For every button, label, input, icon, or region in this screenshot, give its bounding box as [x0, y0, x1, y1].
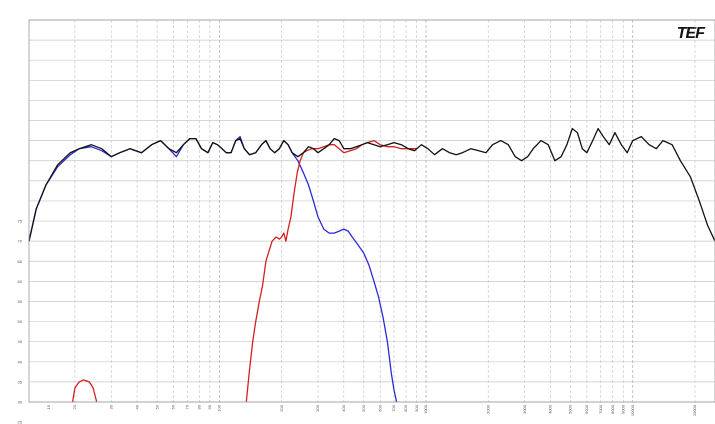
- y-tick-label: 35: [18, 379, 23, 384]
- x-tick-label: 6000: [584, 404, 589, 414]
- series-line-0: [28, 127, 715, 242]
- y-tick-label: 50: [18, 319, 23, 324]
- x-tick-label: 40: [134, 404, 139, 409]
- x-tick-label: 200: [279, 404, 284, 411]
- x-tick-label: 9000: [620, 404, 625, 414]
- x-tick-label: 20000: [692, 404, 697, 416]
- y-tick-label: 70: [18, 239, 23, 244]
- x-tick-label: 500: [361, 404, 366, 411]
- y-tick-label: 55: [18, 299, 23, 304]
- x-tick-label: 20: [72, 404, 77, 409]
- y-tick-label: 25: [18, 420, 23, 424]
- x-tick-label: 15: [46, 404, 51, 409]
- series-line-3: [71, 379, 98, 403]
- y-tick-label: 75: [18, 219, 23, 224]
- x-tick-label: 1000: [423, 404, 428, 414]
- x-tick-label: 30: [108, 404, 113, 409]
- x-tick-label: 50: [154, 404, 159, 409]
- y-tick-labels: 757065605550454035302520: [18, 219, 23, 424]
- x-tick-label: 8000: [610, 404, 615, 414]
- plot-frame: [28, 19, 715, 403]
- x-tick-label: 5000: [568, 404, 573, 414]
- x-tick-label: 400: [341, 404, 346, 411]
- x-tick-labels: 15 20 30 40 50 60 70 80 90 100 200 300 400 500 600 700 8…: [46, 404, 697, 416]
- y-tick-label: 30: [18, 400, 23, 405]
- x-tick-label: 70: [185, 404, 190, 409]
- series-lines: [28, 127, 715, 403]
- x-tick-label: 600: [377, 404, 382, 411]
- x-tick-label: 900: [414, 404, 419, 411]
- y-tick-label: 65: [18, 259, 23, 264]
- x-tick-label: 800: [403, 404, 408, 411]
- tef-logo: TEF: [677, 25, 706, 42]
- x-tick-label: 4000: [548, 404, 553, 414]
- x-tick-label: 700: [391, 404, 396, 411]
- x-tick-label: 90: [207, 404, 212, 409]
- y-tick-label: 45: [18, 339, 23, 344]
- y-tick-label: 60: [18, 279, 23, 284]
- y-tick-label: 40: [18, 359, 23, 364]
- x-tick-label: 2000: [485, 404, 490, 414]
- x-tick-label: 7000: [598, 404, 603, 414]
- x-tick-label: 80: [197, 404, 202, 409]
- x-tick-label: 10000: [630, 404, 635, 416]
- x-tick-label: 300: [315, 404, 320, 411]
- x-tick-label: 60: [171, 404, 176, 409]
- x-tick-label: 100: [217, 404, 222, 411]
- x-tick-label: 3000: [522, 404, 527, 414]
